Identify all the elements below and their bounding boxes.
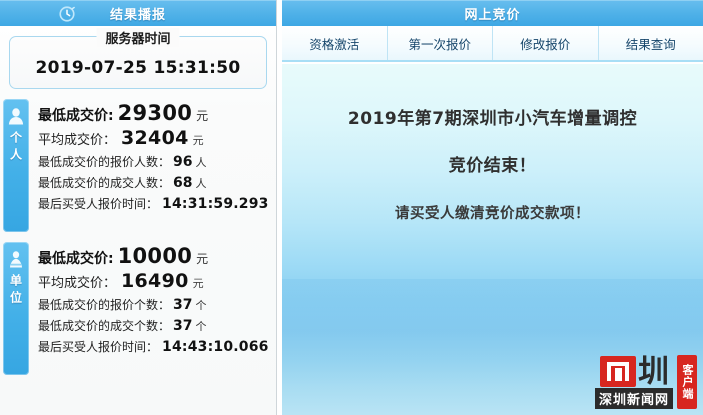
average-price-value: 32404 (121, 127, 189, 149)
lowest-price-label: 最低成交价: (38, 251, 114, 267)
sidebar-tab-company-label: 单位 (8, 274, 23, 308)
shenzhen-news-logo: 圳 深圳新闻网 客户端 (594, 353, 697, 409)
tab-modify-bid[interactable]: 修改报价 (493, 26, 599, 60)
online-bidding-panel: 网上竞价 资格激活 第一次报价 修改报价 结果查询 2019年第7期深圳市小汽车… (282, 0, 703, 415)
bidding-panel-title: 网上竞价 (464, 8, 521, 23)
last-bid-time-label: 最后买受人报价时间： (38, 197, 159, 211)
winners-at-lowest-unit: 人 (195, 177, 207, 190)
bids-at-lowest-label: 最低成交价的报价个数： (38, 298, 171, 312)
last-bid-time-value: 14:31:59.293 (162, 196, 269, 212)
average-price-label: 平均成交价： (38, 276, 117, 291)
bidders-at-lowest-value: 96 (173, 154, 193, 170)
table-row: 最后买受人报价时间： 14:43:10.066 (38, 338, 276, 355)
server-time-label: 服务器时间 (96, 28, 180, 47)
bids-at-lowest-unit: 个 (195, 299, 207, 312)
client-app-banner: 客户端 (677, 355, 697, 409)
notice-line-2: 竞价结束！ (448, 156, 537, 176)
notice-line-3: 请买受人缴清竞价成交款项！ (395, 206, 590, 222)
results-broadcast-panel: 结果播报 服务器时间 2019-07-25 15:31:50 个人 最 (0, 0, 277, 415)
personal-result-block: 个人 最低成交价: 29300 元 平均成交价： 32404 元 最低成交价的报… (0, 99, 276, 232)
server-time-box: 服务器时间 2019-07-25 15:31:50 (9, 28, 267, 89)
last-bid-time-label: 最后买受人报价时间： (38, 340, 159, 354)
table-row: 最低成交价的报价个数： 37 个 (38, 296, 276, 313)
tab-label: 修改报价 (520, 36, 571, 52)
personal-result-rows: 最低成交价: 29300 元 平均成交价： 32404 元 最低成交价的报价人数… (38, 99, 276, 212)
table-row: 最低成交价的成交个数： 37 个 (38, 317, 276, 334)
table-row: 最低成交价: 10000 元 (38, 244, 276, 268)
average-price-unit: 元 (192, 277, 204, 290)
clock-broadcast-icon (59, 6, 75, 22)
company-result-block: 单位 最低成交价: 10000 元 平均成交价： 16490 元 最低成交价的报… (0, 242, 276, 375)
tab-qualification-activation[interactable]: 资格激活 (282, 26, 388, 60)
bidding-stage: 2019年第7期深圳市小汽车增量调控 竞价结束！ 请买受人缴清竞价成交款项！ 圳… (282, 64, 703, 415)
bidding-notice: 2019年第7期深圳市小汽车增量调控 竞价结束！ 请买受人缴清竞价成交款项！ (282, 104, 703, 223)
lowest-price-label: 最低成交价: (38, 108, 114, 124)
sidebar-tab-company[interactable]: 单位 (3, 242, 29, 375)
tab-label: 结果查询 (625, 36, 676, 52)
bids-at-lowest-value: 37 (173, 297, 193, 313)
table-row: 最低成交价: 29300 元 (38, 101, 276, 125)
company-result-rows: 最低成交价: 10000 元 平均成交价： 16490 元 最低成交价的报价个数… (38, 242, 276, 355)
results-panel-header: 结果播报 (0, 0, 276, 26)
tab-label: 资格激活 (309, 36, 360, 52)
winners-at-lowest-label: 最低成交价的成交人数： (38, 176, 171, 190)
client-app-banner-label: 客户端 (681, 364, 694, 400)
average-price-value: 16490 (121, 270, 189, 292)
bidders-at-lowest-label: 最低成交价的报价人数： (38, 155, 171, 169)
shenzhen-logo-icon (599, 356, 636, 387)
lowest-price-value: 29300 (117, 101, 193, 125)
lowest-price-unit: 元 (196, 109, 209, 123)
average-price-unit: 元 (192, 134, 204, 147)
sidebar-tab-personal-label: 个人 (8, 131, 23, 165)
logo-subtitle: 深圳新闻网 (594, 388, 673, 409)
deals-at-lowest-label: 最低成交价的成交个数： (38, 319, 171, 333)
table-row: 平均成交价： 32404 元 (38, 127, 276, 149)
sidebar-tab-personal[interactable]: 个人 (3, 99, 29, 232)
notice-line-1: 2019年第7期深圳市小汽车增量调控 (347, 109, 638, 129)
lowest-price-unit: 元 (196, 252, 209, 266)
table-row: 最低成交价的报价人数： 96 人 (38, 153, 276, 170)
tab-label: 第一次报价 (408, 36, 471, 52)
tab-result-query[interactable]: 结果查询 (599, 26, 703, 60)
company-icon (10, 251, 22, 268)
table-row: 最后买受人报价时间： 14:31:59.293 (38, 195, 276, 212)
average-price-label: 平均成交价： (38, 133, 117, 148)
server-time-value: 2019-07-25 15:31:50 (35, 58, 241, 78)
bidders-at-lowest-unit: 人 (195, 156, 207, 169)
table-row: 平均成交价： 16490 元 (38, 270, 276, 292)
results-panel-body: 服务器时间 2019-07-25 15:31:50 个人 最低成交价: 2930… (0, 26, 276, 415)
person-icon (8, 108, 24, 125)
tab-first-bid[interactable]: 第一次报价 (388, 26, 493, 60)
winners-at-lowest-value: 68 (173, 175, 193, 191)
bidding-tabbar: 资格激活 第一次报价 修改报价 结果查询 (282, 26, 703, 62)
deals-at-lowest-value: 37 (173, 318, 193, 334)
last-bid-time-value: 14:43:10.066 (162, 339, 269, 355)
deals-at-lowest-unit: 个 (195, 320, 207, 333)
bidding-panel-header: 网上竞价 (282, 0, 703, 26)
logo-top: 圳 (599, 353, 669, 390)
table-row: 最低成交价的成交人数： 68 人 (38, 174, 276, 191)
logo-main: 圳 深圳新闻网 (594, 353, 673, 409)
logo-wordmark: 圳 (637, 353, 669, 390)
results-panel-title: 结果播报 (109, 8, 166, 23)
lowest-price-value: 10000 (117, 244, 193, 268)
